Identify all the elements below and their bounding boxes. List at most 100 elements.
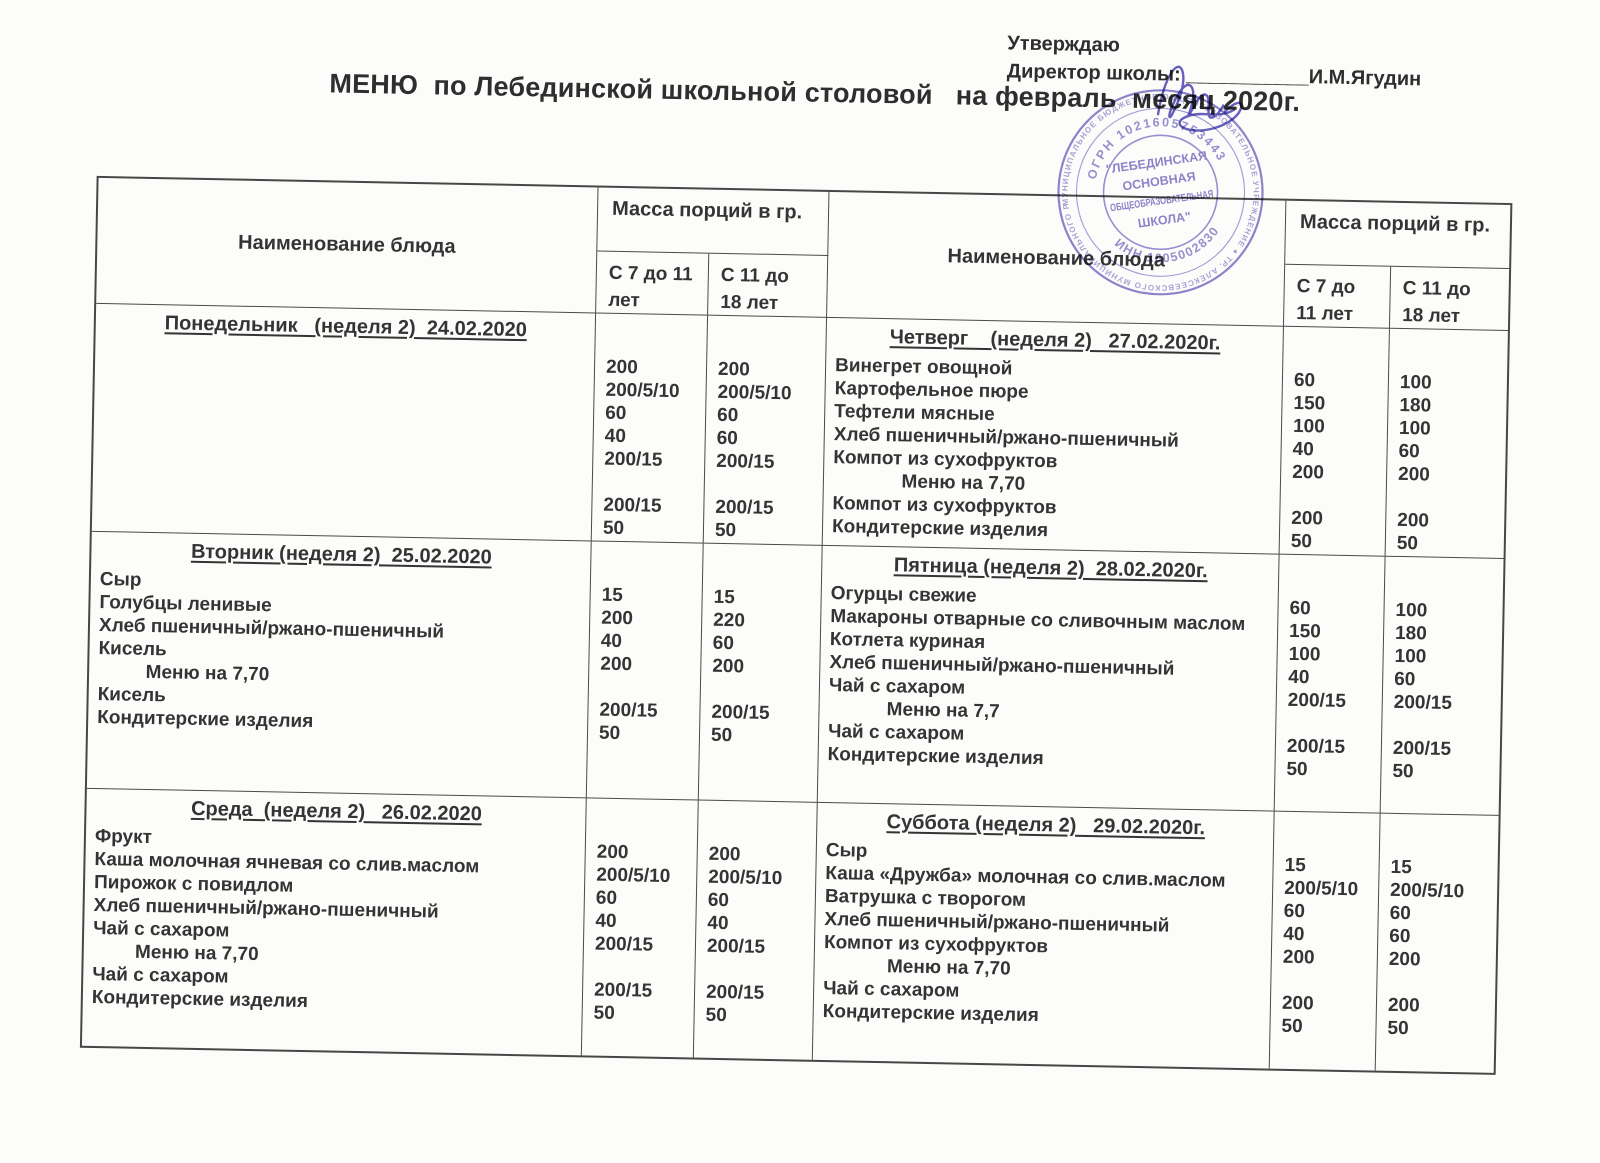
- text-line: 50: [1396, 532, 1419, 555]
- dish-list-wednesday: Фрукт Каша молочная ячневая со слив.масло…: [92, 825, 577, 1018]
- portions-friday-7-11: 60 150 100 40 200/15 200/15 50: [1274, 554, 1386, 814]
- header-age-11-18-right: С 11 до 18 лет: [1389, 266, 1510, 332]
- text-line: [1388, 971, 1491, 996]
- day-cell-tuesday: Вторник (неделя 2) 25.02.2020 Сыр Голубцы…: [86, 531, 592, 799]
- text-line: 200/15: [594, 933, 654, 956]
- portions-monday-7-11: 200 200/5/10 60 40 200/15 200/15 50: [591, 313, 709, 544]
- portions-monday-11-18: 200 200/5/10 60 60 200/15 200/15 50: [703, 315, 828, 546]
- text-line: 200: [1282, 946, 1315, 969]
- stamp-center-line2: ОСНОВНАЯ: [1122, 169, 1197, 193]
- text-line: 200: [1281, 992, 1314, 1015]
- day-cell-friday: Пятница (неделя 2) 28.02.2020г. Огурцы с…: [817, 545, 1280, 812]
- text-line: 200/15: [604, 448, 663, 471]
- text-line: 200/15: [716, 450, 775, 473]
- day-title-friday: Пятница (неделя 2) 28.02.2020г.: [893, 554, 1208, 583]
- text-line: 50: [714, 519, 737, 542]
- text-line: 200: [1291, 461, 1325, 484]
- text-line: 50: [593, 1002, 615, 1024]
- text-line: 40: [595, 910, 617, 933]
- text-line: 15: [1390, 856, 1412, 879]
- day-title-saturday: Суббота (неделя 2) 29.02.2020г.: [886, 811, 1206, 840]
- text-line: 200/15: [1393, 691, 1453, 715]
- text-line: 60: [1389, 902, 1412, 925]
- text-line: 40: [604, 425, 627, 448]
- text-line: 40: [1292, 438, 1314, 461]
- text-line: 180: [1399, 394, 1432, 417]
- portions-thursday-7-11: 60 150 100 40 200 200 50: [1279, 326, 1390, 557]
- portions-tuesday-11-18: 15 220 60 200 200/15 50: [698, 543, 823, 803]
- text-line: [712, 678, 815, 703]
- stamp-center-line1: "ЛЕБЕДИНСКАЯ: [1105, 149, 1208, 177]
- dish-list-thursday: Винегрет овощной Картофельное пюре Тефтели…: [832, 354, 1274, 546]
- text-line: [706, 958, 809, 983]
- header-age-7-11-left: С 7 до 11 лет: [596, 251, 710, 316]
- text-line: 200: [717, 358, 750, 381]
- header-dish-left: Наименование блюда: [96, 177, 599, 314]
- text-line: 200/15: [715, 496, 774, 519]
- text-line: 200/15: [706, 935, 766, 958]
- text-line: 60: [1289, 597, 1311, 620]
- stamp-ogrn-text: ОГРН 1021605753443: [1078, 106, 1230, 183]
- text-line: [1397, 486, 1500, 511]
- text-line: 200: [605, 356, 638, 379]
- day-title-thursday: Четверг (неделя 2) 27.02.2020г.: [889, 326, 1221, 355]
- text-line: [604, 471, 700, 496]
- text-line: 50: [1387, 1017, 1409, 1040]
- text-line: 50: [710, 724, 733, 747]
- text-line: 180: [1394, 622, 1427, 645]
- header-age-7-11-right: С 7 до 11 лет: [1283, 264, 1392, 329]
- dish-list-friday: Огурцы свежие Макароны отварные со сливоч…: [827, 582, 1269, 774]
- text-line: 200: [596, 841, 629, 864]
- text-line: 60: [716, 427, 739, 450]
- text-line: 200: [1397, 463, 1431, 486]
- portions-thursday-11-18: 100 180 100 60 200 200 50: [1385, 328, 1508, 559]
- dish-list-saturday: Сыр Каша «Дружба» молочная со слив.маслом…: [823, 839, 1265, 1031]
- text-line: 200: [601, 607, 634, 630]
- text-line: 200/5/10: [1389, 879, 1465, 903]
- text-line: 200/15: [593, 979, 653, 1002]
- svg-text:ОГРН 1021605753443: ОГРН 1021605753443: [1078, 106, 1230, 183]
- text-line: 200: [708, 843, 741, 866]
- text-line: 60: [716, 404, 739, 427]
- day-title-tuesday: Вторник (неделя 2) 25.02.2020: [190, 540, 492, 569]
- text-line: 100: [1398, 417, 1431, 440]
- text-line: 150: [1288, 620, 1322, 643]
- text-line: [716, 473, 819, 498]
- portions-wednesday-7-11: 200 200/5/10 60 40 200/15 200/15 50: [581, 798, 699, 1058]
- text-line: 60: [1394, 668, 1416, 691]
- header-mass-left: Масса порций в гр.: [597, 187, 830, 256]
- text-line: 200/15: [1287, 689, 1347, 712]
- text-line: [1393, 714, 1496, 739]
- menu-table: Наименование блюда Масса порций в гр. С …: [79, 175, 1513, 1075]
- text-line: 50: [705, 1004, 727, 1027]
- text-line: 200/5/10: [708, 866, 783, 890]
- text-line: 200/5/10: [605, 379, 680, 403]
- day-cell-monday: Понедельник (неделя 2) 24.02.2020: [91, 303, 597, 542]
- text-line: 200/15: [1392, 737, 1452, 760]
- text-line: 60: [1293, 369, 1316, 392]
- day-title-wednesday: Среда (неделя 2) 26.02.2020: [190, 797, 483, 826]
- text-line: 100: [1399, 371, 1432, 394]
- text-line: 40: [1283, 923, 1305, 946]
- text-line: 200/15: [711, 701, 770, 724]
- text-line: 200/15: [705, 981, 765, 1004]
- approval-block: Утверждаю Директор школы: ___________И.М…: [1007, 29, 1422, 93]
- text-line: 100: [1395, 599, 1428, 622]
- director-name: И.М.Ягудин: [1308, 66, 1422, 91]
- text-line: 200: [1397, 509, 1430, 532]
- text-line: 200/5/10: [596, 864, 671, 888]
- text-line: 40: [707, 912, 729, 935]
- text-line: [1282, 969, 1372, 994]
- director-label: Директор школы:: [1006, 60, 1181, 86]
- day-cell-saturday: Суббота (неделя 2) 29.02.2020г. Сыр Каша …: [812, 802, 1275, 1069]
- text-line: 60: [595, 887, 618, 910]
- text-line: 50: [1286, 758, 1308, 781]
- text-line: 60: [1283, 900, 1306, 923]
- text-line: 15: [1284, 854, 1306, 877]
- text-line: 200/5/10: [1283, 877, 1359, 901]
- header-age-11-18-left: С 11 до 18 лет: [708, 253, 829, 318]
- text-line: 200: [1291, 507, 1324, 530]
- text-line: [594, 956, 690, 981]
